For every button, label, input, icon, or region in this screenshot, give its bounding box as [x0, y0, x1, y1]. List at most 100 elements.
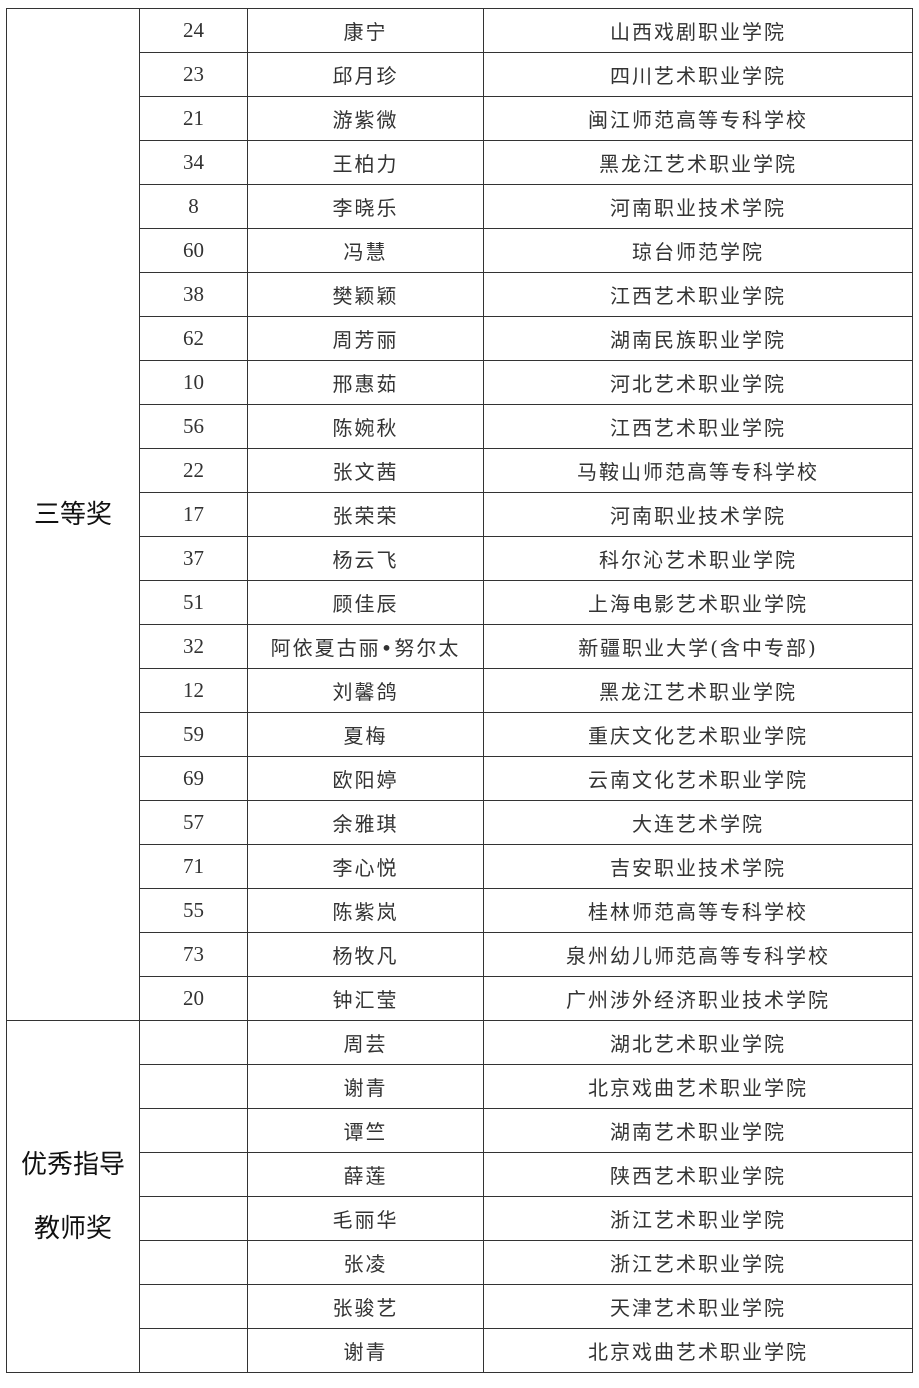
- entry-number-cell: 51: [139, 580, 248, 625]
- table-row: 71 李心悦 吉安职业技术学院: [7, 844, 913, 889]
- entry-number-cell: 24: [139, 8, 248, 53]
- table-row: 56 陈婉秋 江西艺术职业学院: [7, 404, 913, 449]
- table-row: 张凌 浙江艺术职业学院: [7, 1240, 913, 1285]
- award-category-cell: 三等奖: [6, 8, 140, 1021]
- award-category-label: 教师奖: [33, 1213, 112, 1244]
- entry-number-cell: 71: [139, 844, 248, 889]
- participant-name-cell: 游紫微: [247, 96, 484, 141]
- entry-number-cell: [139, 1108, 248, 1153]
- school-name-cell: 云南文化艺术职业学院: [483, 756, 913, 801]
- school-name-cell: 琼台师范学院: [483, 228, 913, 273]
- participant-name-cell: 毛丽华: [247, 1196, 484, 1241]
- table-row: 51 顾佳辰 上海电影艺术职业学院: [7, 580, 913, 625]
- table-row: 55 陈紫岚 桂林师范高等专科学校: [7, 888, 913, 933]
- school-name-cell: 吉安职业技术学院: [483, 844, 913, 889]
- table-row: 73 杨牧凡 泉州幼儿师范高等专科学校: [7, 932, 913, 977]
- school-name-cell: 江西艺术职业学院: [483, 272, 913, 317]
- table-row: 37 杨云飞 科尔沁艺术职业学院: [7, 536, 913, 581]
- participant-name-cell: 周芸: [247, 1020, 484, 1065]
- entry-number-cell: 10: [139, 360, 248, 405]
- table-row: 谭竺 湖南艺术职业学院: [7, 1108, 913, 1153]
- participant-name-cell: 张文茜: [247, 448, 484, 493]
- entry-number-cell: 73: [139, 932, 248, 977]
- school-name-cell: 江西艺术职业学院: [483, 404, 913, 449]
- school-name-cell: 天津艺术职业学院: [483, 1284, 913, 1329]
- entry-number-cell: 59: [139, 712, 248, 757]
- entry-number-cell: 22: [139, 448, 248, 493]
- school-name-cell: 北京戏曲艺术职业学院: [483, 1064, 913, 1109]
- table-row: 毛丽华 浙江艺术职业学院: [7, 1196, 913, 1241]
- table-row: 59 夏梅 重庆文化艺术职业学院: [7, 712, 913, 757]
- participant-name-cell: 欧阳婷: [247, 756, 484, 801]
- school-name-cell: 浙江艺术职业学院: [483, 1240, 913, 1285]
- entry-number-cell: 37: [139, 536, 248, 581]
- participant-name-cell: 冯慧: [247, 228, 484, 273]
- entry-number-cell: [139, 1328, 248, 1373]
- table-row: 20 钟汇莹 广州涉外经济职业技术学院: [7, 976, 913, 1021]
- award-category-label: 三等奖: [33, 499, 112, 530]
- school-name-cell: 陕西艺术职业学院: [483, 1152, 913, 1197]
- participant-name-cell: 陈婉秋: [247, 404, 484, 449]
- participant-name-cell: 杨云飞: [247, 536, 484, 581]
- table-row: 32 阿依夏古丽•努尔太 新疆职业大学(含中专部): [7, 624, 913, 669]
- participant-name-cell: 张荣荣: [247, 492, 484, 537]
- participant-name-cell: 张骏艺: [247, 1284, 484, 1329]
- participant-name-cell: 康宁: [247, 8, 484, 53]
- school-name-cell: 黑龙江艺术职业学院: [483, 140, 913, 185]
- entry-number-cell: 23: [139, 52, 248, 97]
- school-name-cell: 大连艺术学院: [483, 800, 913, 845]
- participant-name-cell: 邱月珍: [247, 52, 484, 97]
- awards-table-body: 三等奖 24 康宁 山西戏剧职业学院 23 邱月珍 四川艺术职业学院 21 游紫微 闽江师范高等专…: [6, 8, 913, 1373]
- table-row: 21 游紫微 闽江师范高等专科学校: [7, 96, 913, 141]
- school-name-cell: 新疆职业大学(含中专部): [483, 624, 913, 669]
- table-row: 优秀指导 教师奖 周芸 湖北艺术职业学院: [6, 1020, 913, 1373]
- awards-table: 三等奖 24 康宁 山西戏剧职业学院 23 邱月珍 四川艺术职业学院 21 游紫微 闽江师范高等专…: [6, 8, 913, 1373]
- entry-number-cell: 60: [139, 228, 248, 273]
- participant-name-cell: 薛莲: [247, 1152, 484, 1197]
- entry-number-cell: 21: [139, 96, 248, 141]
- entry-number-cell: [139, 1064, 248, 1109]
- school-name-cell: 北京戏曲艺术职业学院: [483, 1328, 913, 1373]
- school-name-cell: 闽江师范高等专科学校: [483, 96, 913, 141]
- school-name-cell: 上海电影艺术职业学院: [483, 580, 913, 625]
- entry-number-cell: [139, 1152, 248, 1197]
- school-name-cell: 重庆文化艺术职业学院: [483, 712, 913, 757]
- school-name-cell: 四川艺术职业学院: [483, 52, 913, 97]
- school-name-cell: 科尔沁艺术职业学院: [483, 536, 913, 581]
- table-row: 张骏艺 天津艺术职业学院: [7, 1284, 913, 1329]
- entry-number-cell: 56: [139, 404, 248, 449]
- participant-name-cell: 刘馨鸽: [247, 668, 484, 713]
- school-name-cell: 泉州幼儿师范高等专科学校: [483, 932, 913, 977]
- table-row: 三等奖 24 康宁 山西戏剧职业学院: [6, 8, 913, 1021]
- entry-number-cell: 34: [139, 140, 248, 185]
- participant-name-cell: 顾佳辰: [247, 580, 484, 625]
- school-name-cell: 山西戏剧职业学院: [483, 8, 913, 53]
- table-row: 57 余雅琪 大连艺术学院: [7, 800, 913, 845]
- entry-number-cell: [139, 1020, 248, 1065]
- school-name-cell: 湖南民族职业学院: [483, 316, 913, 361]
- participant-name-cell: 周芳丽: [247, 316, 484, 361]
- entry-number-cell: [139, 1196, 248, 1241]
- table-row: 23 邱月珍 四川艺术职业学院: [7, 52, 913, 97]
- school-name-cell: 河南职业技术学院: [483, 492, 913, 537]
- table-row: 62 周芳丽 湖南民族职业学院: [7, 316, 913, 361]
- school-name-cell: 马鞍山师范高等专科学校: [483, 448, 913, 493]
- table-row: 38 樊颖颖 江西艺术职业学院: [7, 272, 913, 317]
- table-row: 12 刘馨鸽 黑龙江艺术职业学院: [7, 668, 913, 713]
- entry-number-cell: [139, 1240, 248, 1285]
- participant-name-cell: 钟汇莹: [247, 976, 484, 1021]
- school-name-cell: 湖南艺术职业学院: [483, 1108, 913, 1153]
- participant-name-cell: 王柏力: [247, 140, 484, 185]
- entry-number-cell: 12: [139, 668, 248, 713]
- table-row: 34 王柏力 黑龙江艺术职业学院: [7, 140, 913, 185]
- entry-number-cell: 17: [139, 492, 248, 537]
- entry-number-cell: 69: [139, 756, 248, 801]
- participant-name-cell: 谭竺: [247, 1108, 484, 1153]
- table-row: 10 邢惠茹 河北艺术职业学院: [7, 360, 913, 405]
- participant-name-cell: 阿依夏古丽•努尔太: [247, 624, 484, 669]
- participant-name-cell: 杨牧凡: [247, 932, 484, 977]
- participant-name-cell: 陈紫岚: [247, 888, 484, 933]
- participant-name-cell: 樊颖颖: [247, 272, 484, 317]
- entry-number-cell: 20: [139, 976, 248, 1021]
- table-row: 薛莲 陕西艺术职业学院: [7, 1152, 913, 1197]
